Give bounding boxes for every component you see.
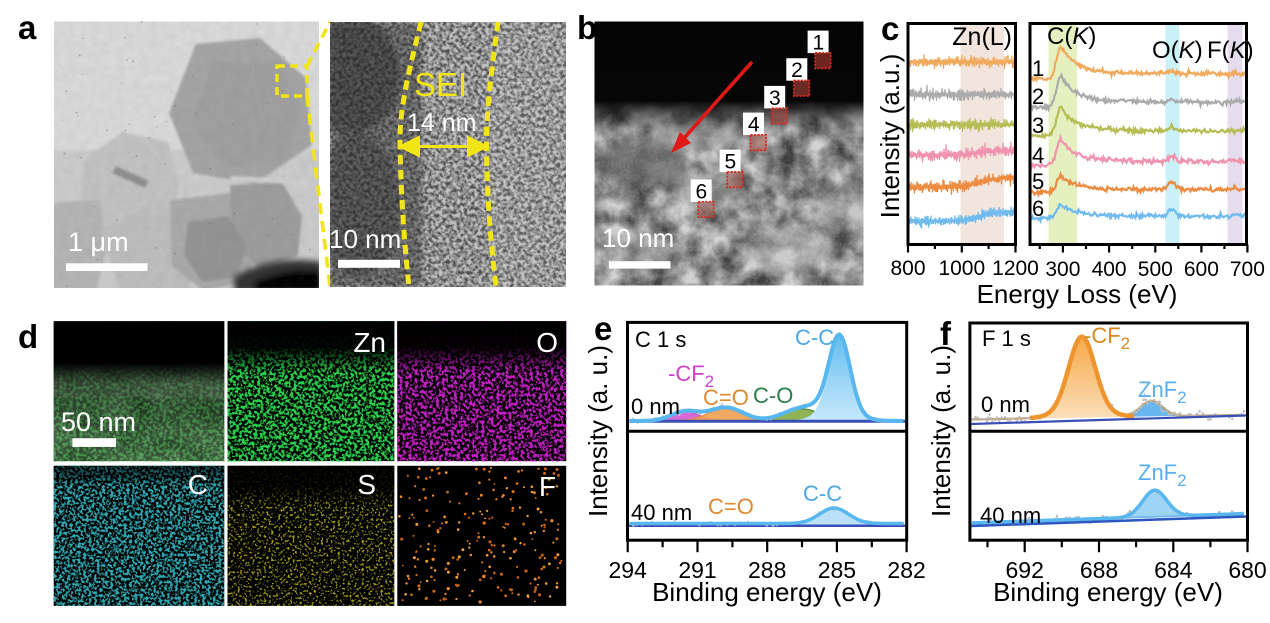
svg-text:282: 282 [887, 557, 925, 583]
svg-text:4: 4 [748, 114, 760, 137]
svg-text:F(K): F(K) [1207, 37, 1254, 64]
svg-text:800: 800 [890, 257, 925, 280]
svg-text:300: 300 [1045, 258, 1080, 281]
svg-text:500: 500 [1138, 258, 1173, 281]
svg-text:C-C: C-C [803, 481, 842, 506]
svg-text:F 1 s: F 1 s [982, 326, 1031, 351]
svg-text:Intensity (a. u.): Intensity (a. u.) [926, 345, 956, 517]
svg-text:400: 400 [1092, 258, 1127, 281]
svg-text:SEI: SEI [414, 66, 467, 103]
svg-text:6: 6 [696, 180, 708, 203]
svg-text:684: 684 [1154, 557, 1193, 583]
svg-text:2: 2 [1032, 84, 1044, 109]
svg-text:2: 2 [791, 59, 803, 82]
svg-text:688: 688 [1080, 557, 1118, 583]
svg-text:40 nm: 40 nm [980, 503, 1041, 528]
svg-text:S: S [357, 469, 376, 500]
svg-text:Intensity (a.u.): Intensity (a.u.) [875, 54, 905, 219]
svg-text:1: 1 [812, 32, 824, 55]
svg-text:C=O: C=O [703, 385, 749, 410]
svg-text:Zn(L): Zn(L) [952, 23, 1012, 51]
svg-text:288: 288 [748, 557, 786, 583]
svg-text:700: 700 [1230, 258, 1265, 281]
svg-text:C-O: C-O [753, 383, 793, 408]
svg-text:10 nm: 10 nm [329, 224, 401, 254]
svg-text:1: 1 [1032, 56, 1044, 81]
svg-text:d: d [18, 318, 38, 355]
svg-text:0 nm: 0 nm [981, 392, 1030, 417]
svg-text:4: 4 [1032, 143, 1044, 168]
svg-text:C-C: C-C [795, 325, 834, 350]
svg-text:291: 291 [678, 557, 716, 583]
svg-text:C=O: C=O [708, 494, 754, 519]
svg-text:40 nm: 40 nm [631, 500, 692, 525]
svg-text:1000: 1000 [938, 257, 985, 280]
svg-text:f: f [940, 315, 952, 352]
svg-text:O: O [536, 327, 558, 358]
svg-text:1200: 1200 [992, 257, 1039, 280]
svg-text:Intensity (a. u.): Intensity (a. u.) [583, 345, 613, 517]
svg-text:Energy Loss (eV): Energy Loss (eV) [977, 279, 1178, 309]
svg-text:C 1 s: C 1 s [635, 327, 686, 352]
svg-text:a: a [18, 9, 37, 46]
svg-text:692: 692 [1006, 557, 1044, 583]
svg-text:50 nm: 50 nm [61, 407, 136, 437]
svg-text:O(K): O(K) [1152, 37, 1203, 64]
svg-text:5: 5 [1032, 169, 1044, 194]
svg-text:0 nm: 0 nm [631, 394, 680, 419]
svg-text:294: 294 [609, 557, 648, 583]
svg-text:285: 285 [818, 557, 856, 583]
svg-text:b: b [577, 9, 597, 46]
svg-text:Binding energy (eV): Binding energy (eV) [652, 577, 882, 607]
svg-text:Binding energy (eV): Binding energy (eV) [993, 577, 1223, 607]
svg-text:C: C [188, 469, 208, 500]
svg-text:10 nm: 10 nm [602, 223, 674, 253]
svg-text:1 μm: 1 μm [68, 227, 129, 257]
svg-text:600: 600 [1184, 258, 1219, 281]
svg-text:6: 6 [1032, 196, 1044, 221]
svg-text:3: 3 [1032, 113, 1044, 138]
svg-text:3: 3 [769, 87, 781, 110]
svg-text:e: e [594, 310, 612, 347]
svg-text:Zn: Zn [353, 327, 386, 358]
svg-text:5: 5 [724, 151, 736, 174]
svg-text:C(K): C(K) [1047, 23, 1096, 50]
svg-text:680: 680 [1228, 557, 1266, 583]
svg-text:c: c [881, 10, 899, 47]
svg-text:F: F [539, 471, 556, 502]
svg-text:14 nm: 14 nm [407, 109, 476, 137]
